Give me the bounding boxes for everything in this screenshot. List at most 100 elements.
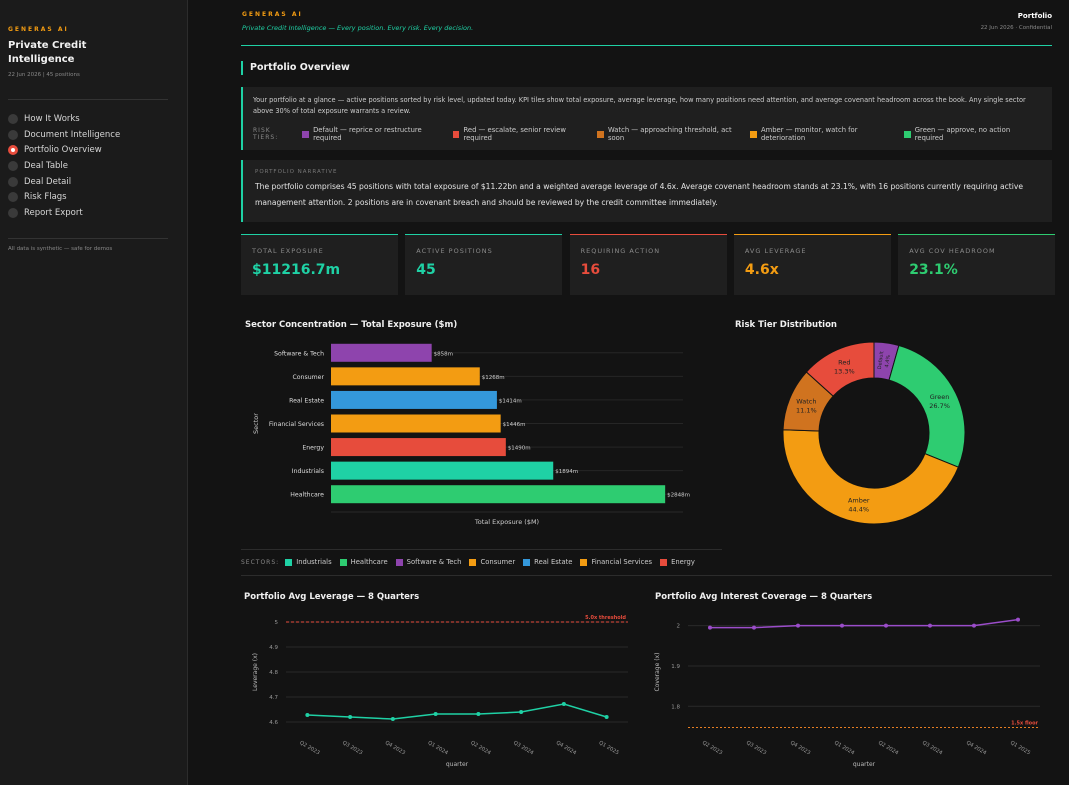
legend-item: Financial Services	[580, 558, 652, 566]
x-tick-label: Q4 2024	[555, 740, 578, 757]
x-tick-label: Q2 2023	[298, 740, 320, 756]
legend-item: Software & Tech	[395, 558, 461, 566]
nav-dot	[8, 160, 18, 171]
legend-swatch	[285, 558, 293, 566]
nav-item[interactable]: Risk Flags	[8, 189, 120, 205]
sidebar-brand: GENERAS AI	[8, 26, 69, 33]
nav-item[interactable]: Portfolio Overview	[8, 142, 120, 158]
kpi-label: AVG LEVERAGE	[744, 247, 807, 255]
legend-item: Green — approve, no action required	[904, 126, 1034, 142]
legend-label: Consumer	[480, 558, 516, 566]
legend-swatch	[597, 130, 604, 138]
header-meta: 22 Jun 2026 · Confidential	[980, 25, 1052, 31]
kpi-card: AVG COV HEADROOM 23.1%	[898, 234, 1056, 295]
nav-dot	[8, 192, 18, 203]
legend-title: RISK TIERS:	[253, 127, 279, 141]
x-tick-label: Q1 2024	[833, 740, 856, 757]
value-label: $1446m	[503, 422, 526, 428]
pie-slice	[888, 344, 966, 468]
kpi-label: ACTIVE POSITIONS	[416, 247, 493, 255]
legend-swatch	[660, 558, 668, 566]
x-tick-label: Q2 2024	[877, 740, 900, 757]
y-tick-label: Industrials	[292, 468, 324, 475]
y-tick-label: 4.8	[269, 670, 278, 676]
legend-swatch	[523, 558, 531, 566]
legend-item: Energy	[660, 558, 695, 566]
legend-item: Red — escalate, senior review required	[452, 126, 590, 142]
threshold-label: 5.0x threshold	[585, 615, 626, 621]
nav-item[interactable]: Deal Detail	[8, 174, 120, 190]
nav-item[interactable]: Document Intelligence	[8, 127, 120, 143]
point	[1016, 617, 1020, 622]
legend-item: Consumer	[469, 558, 515, 566]
y-tick-label: 4.7	[269, 695, 278, 701]
x-tick-label: Q3 2024	[512, 740, 535, 757]
value-label: $2848m	[667, 493, 690, 499]
nav-dot	[8, 113, 18, 124]
value-label: $1490m	[508, 446, 531, 452]
bar	[331, 390, 497, 409]
value-label: $1414m	[499, 398, 522, 404]
legend-item: Watch — approaching threshold, act soon	[597, 126, 742, 142]
y-tick-label: 4.9	[269, 645, 278, 651]
x-axis-title: quarter	[446, 761, 469, 768]
slice-label: Green	[930, 393, 950, 401]
nav-item[interactable]: Deal Table	[8, 158, 120, 174]
nav-dot	[8, 129, 18, 140]
y-tick-label: Energy	[302, 445, 324, 452]
narrative-text: The portfolio comprises 45 positions wit…	[255, 182, 1024, 207]
kpi-value: 45	[416, 262, 436, 278]
nav-item[interactable]: Report Export	[8, 205, 120, 221]
legend-swatch	[904, 130, 911, 138]
point	[390, 717, 395, 721]
kpi-card: REQUIRING ACTION 16	[569, 234, 727, 295]
slice-label: Amber	[848, 496, 870, 504]
y-axis-title: Coverage (x)	[654, 653, 661, 692]
narrative-box: PORTFOLIO NARRATIVE The portfolio compri…	[241, 160, 1052, 222]
legend-item: Industrials	[285, 558, 332, 566]
legend-swatch	[339, 558, 347, 566]
sidebar: GENERAS AI Private Credit Intelligence 2…	[0, 0, 188, 785]
legend-swatch	[469, 558, 477, 566]
line	[307, 703, 607, 720]
y-tick-label: 1.8	[671, 704, 680, 710]
header-tagline: Private Credit Intelligence — Every posi…	[242, 24, 474, 32]
sector-legend: SECTORS: Industrials Healthcare Software &…	[241, 558, 703, 566]
value-label: $1894m	[555, 469, 578, 475]
intro-box: Your portfolio at a glance — active posi…	[241, 87, 1052, 150]
legend-title: SECTORS:	[241, 558, 280, 566]
legend-swatch	[302, 130, 310, 138]
nav: How It Works Document Intelligence Portfol…	[8, 111, 120, 221]
kpi-card: TOTAL EXPOSURE $11216.7m	[241, 234, 398, 295]
point	[604, 715, 609, 719]
point	[561, 702, 566, 706]
legend-label: Real Estate	[534, 558, 573, 566]
point	[433, 712, 438, 716]
kpi-value: 23.1%	[909, 262, 958, 278]
point	[476, 712, 481, 716]
bar-chart: Sector Concentration — Total Exposure ($…	[245, 320, 690, 526]
nav-label: Deal Table	[24, 160, 69, 171]
legend-label: Default — reprice or restructure require…	[313, 126, 422, 142]
legend-item: Healthcare	[339, 558, 388, 566]
y-tick-label: Real Estate	[289, 397, 324, 404]
kpi-label: REQUIRING ACTION	[580, 247, 661, 255]
nav-item[interactable]: How It Works	[8, 111, 120, 127]
value-label: $858m	[434, 351, 453, 357]
nav-label: Document Intelligence	[24, 129, 121, 140]
line	[710, 618, 1019, 629]
slice-label: Watch	[796, 398, 816, 406]
nav-label: Portfolio Overview	[24, 145, 102, 156]
point	[519, 710, 524, 714]
legend-item: Real Estate	[523, 558, 572, 566]
legend-label: Green — approve, no action required	[914, 126, 1011, 142]
bar	[331, 367, 480, 386]
nav-dot	[8, 145, 18, 156]
nav-label: Deal Detail	[24, 176, 72, 187]
kpi-value: $11216.7m	[252, 262, 341, 278]
x-tick-label: Q3 2024	[921, 740, 944, 757]
slice-value: 11.1%	[796, 407, 817, 415]
x-tick-label: Q4 2023	[789, 740, 811, 756]
